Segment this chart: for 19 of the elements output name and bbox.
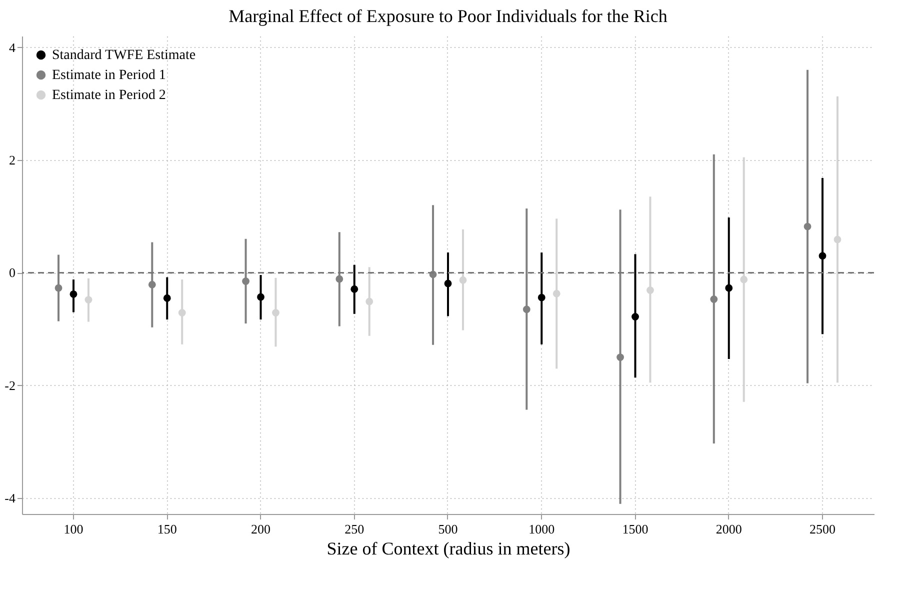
legend-label: Estimate in Period 2 [52, 88, 166, 103]
x-tick-label: 100 [64, 522, 84, 536]
x-tick-label: 200 [250, 522, 270, 536]
y-tick-label: 4 [9, 40, 16, 55]
x-tick-label: 500 [438, 522, 458, 536]
legend-label: Standard TWFE Estimate [52, 48, 196, 63]
chart-title: Marginal Effect of Exposure to Poor Individuals for the Rich [228, 6, 668, 26]
x-tick-label: 1500 [622, 522, 648, 536]
x-tick-label: 250 [344, 522, 364, 536]
y-tick-label: 0 [9, 265, 16, 280]
y-tick-label: -2 [4, 378, 16, 393]
y-tick-label: -4 [4, 490, 16, 506]
x-tick-label: 1000 [528, 522, 555, 536]
x-tick-label: 2000 [716, 522, 742, 536]
x-axis-title: Size of Context (radius in meters) [326, 538, 570, 558]
x-tick-label: 150 [157, 522, 177, 536]
y-tick-label: 2 [9, 152, 16, 168]
x-tick-label: 2500 [810, 522, 836, 536]
legend-label: Estimate in Period 1 [52, 68, 166, 83]
